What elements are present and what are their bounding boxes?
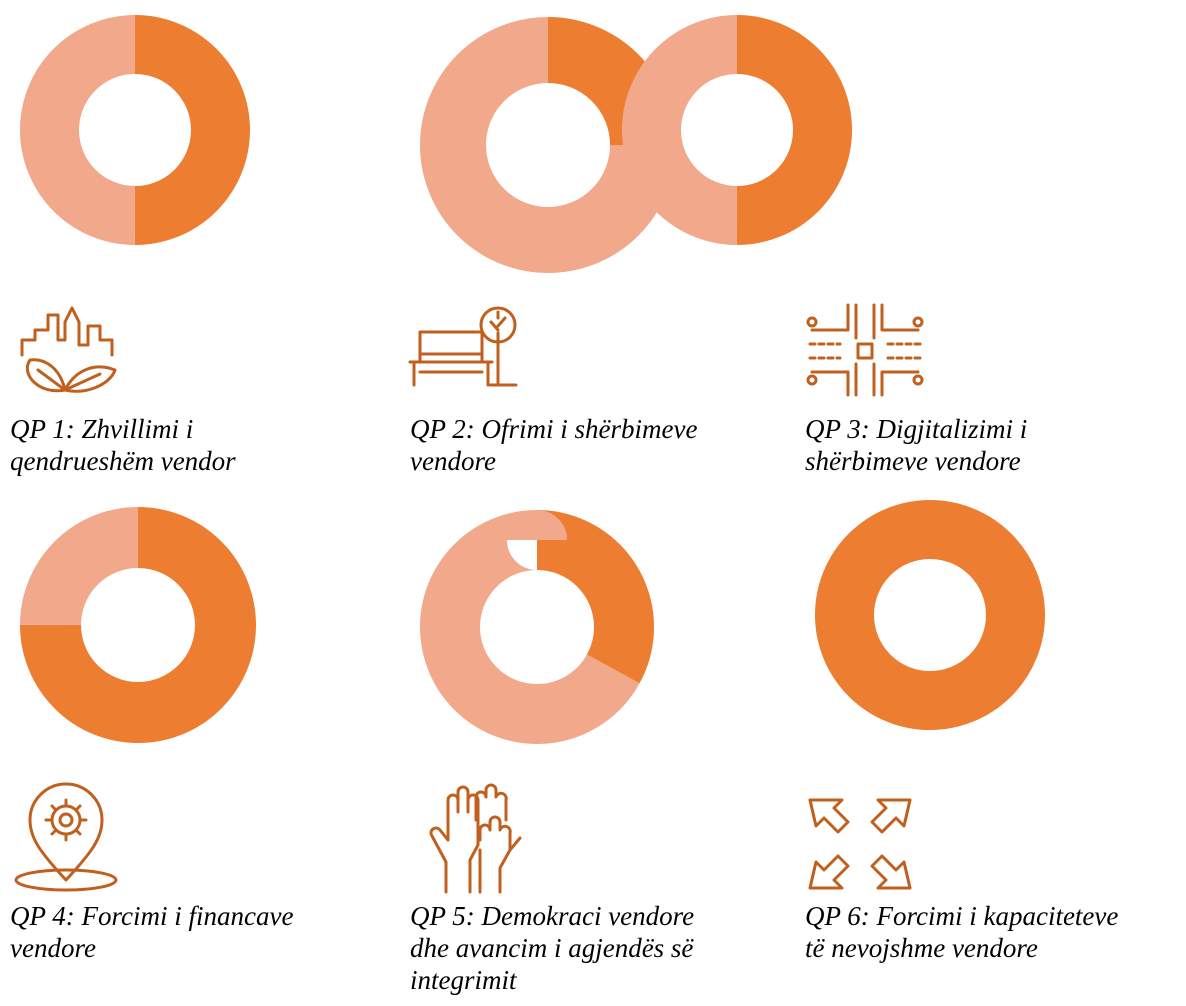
city-icon <box>20 306 117 393</box>
caption-line: të nevojshme vendore <box>805 933 1038 963</box>
caption-line: vendore <box>10 933 96 963</box>
caption-line: QP 5: Demokraci vendore <box>410 901 694 931</box>
donut-segment <box>20 15 250 245</box>
caption-line: integrimit <box>410 965 518 995</box>
donut-segment <box>20 507 256 743</box>
caption-line: QP 4: Forcimi i financave <box>10 901 293 931</box>
arrows-icon <box>808 798 912 890</box>
caption-line: QP 6: Forcimi i kapaciteteve <box>805 901 1118 931</box>
caption-line: vendore <box>410 446 496 476</box>
caption-line: QP 1: Zhvillimi i <box>10 414 193 444</box>
bench-icon <box>408 306 518 387</box>
donut-segment <box>815 500 1045 730</box>
location-gear-icon <box>14 782 118 892</box>
caption-line: QP 3: Digjitalizimi i <box>805 414 1027 444</box>
chip-icon <box>806 303 924 397</box>
donut-segment <box>420 17 676 273</box>
caption-line: shërbimeve vendore <box>805 446 1021 476</box>
raised-hands-icon <box>429 783 522 894</box>
caption-line: dhe avancim i agjendës së <box>410 933 694 963</box>
caption-line: QP 2: Ofrimi i shërbimeve <box>410 414 697 444</box>
donut-segment <box>622 15 852 245</box>
caption-line: qendrueshëm vendor <box>10 446 236 476</box>
donut-segment <box>420 510 654 744</box>
